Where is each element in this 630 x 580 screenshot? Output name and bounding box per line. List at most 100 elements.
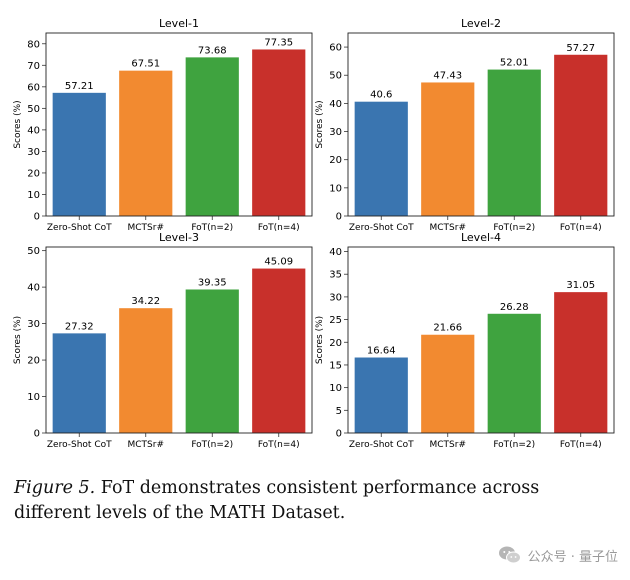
data-label: 39.35 bbox=[198, 277, 227, 288]
data-label: 57.21 bbox=[65, 81, 94, 92]
y-tick-label: 40 bbox=[329, 99, 342, 110]
y-tick-label: 40 bbox=[27, 125, 40, 136]
bar bbox=[119, 70, 173, 216]
chart-panel-2: Level-2 Scores (%) 0 10 20 30 40 50 60 40.6 Zero-S… bbox=[315, 17, 615, 233]
y-tick-label: 50 bbox=[27, 246, 40, 257]
x-tick-label: FoT(n=2) bbox=[191, 223, 233, 233]
chart-title: Level-3 bbox=[159, 231, 199, 244]
plot-frame bbox=[347, 246, 615, 434]
y-tick-label: 60 bbox=[329, 43, 342, 54]
y-tick-label: 30 bbox=[329, 292, 342, 303]
plot-frame bbox=[45, 32, 313, 217]
bar bbox=[252, 49, 306, 216]
caption-label: Figure 5. bbox=[14, 478, 96, 498]
data-label: 45.09 bbox=[264, 257, 293, 268]
chart-panel-1: Level-1 Scores (%) 0 10 20 30 40 50 60 70 80 57.21 Z… bbox=[13, 17, 313, 233]
x-tick-label: FoT(n=2) bbox=[191, 440, 233, 450]
bar bbox=[252, 268, 306, 433]
bar bbox=[487, 313, 541, 433]
wechat-icon bbox=[498, 546, 521, 564]
figure-caption: Figure 5. FoT demonstrates consistent pe… bbox=[14, 476, 618, 526]
x-tick-label: MCTSr# bbox=[127, 440, 164, 450]
y-tick-label: 30 bbox=[329, 127, 342, 138]
chart-panel-3: Level-3 Scores (%) 0 10 20 30 40 50 27.32 Zero-Sh… bbox=[13, 231, 313, 450]
data-label: 31.05 bbox=[566, 280, 595, 291]
y-tick-label: 20 bbox=[27, 168, 40, 179]
plot-frame bbox=[347, 32, 615, 217]
y-tick-label: 70 bbox=[27, 61, 40, 72]
y-axis-label: Scores (%) bbox=[315, 100, 325, 148]
data-label: 21.66 bbox=[433, 323, 462, 334]
y-tick-label: 35 bbox=[329, 270, 342, 281]
y-tick-label: 30 bbox=[27, 319, 40, 330]
bar bbox=[52, 92, 106, 216]
x-tick-label: Zero-Shot CoT bbox=[47, 440, 112, 450]
y-tick-label: 0 bbox=[34, 212, 40, 223]
data-label: 77.35 bbox=[264, 37, 293, 48]
chart-panel-4: Level-4 Scores (%) 0 5 10 15 20 25 30 35 40 16.64 Ze… bbox=[315, 231, 615, 450]
chart-title: Level-4 bbox=[461, 231, 501, 244]
y-tick-label: 40 bbox=[329, 247, 342, 258]
data-label: 16.64 bbox=[367, 346, 396, 357]
x-tick-label: FoT(n=2) bbox=[493, 440, 535, 450]
data-label: 26.28 bbox=[500, 302, 529, 313]
data-label: 67.51 bbox=[131, 59, 160, 70]
x-tick-label: MCTSr# bbox=[429, 440, 466, 450]
bar bbox=[487, 69, 541, 217]
bar bbox=[554, 292, 608, 433]
y-tick-label: 20 bbox=[27, 356, 40, 367]
y-tick-label: 10 bbox=[27, 190, 40, 201]
plot-frame bbox=[45, 246, 313, 434]
y-tick-label: 80 bbox=[27, 39, 40, 50]
watermark-text: 公众号 · 量子位 bbox=[527, 549, 618, 565]
y-tick-label: 25 bbox=[329, 315, 342, 326]
data-label: 73.68 bbox=[198, 45, 227, 56]
y-tick-label: 60 bbox=[27, 82, 40, 93]
data-label: 40.6 bbox=[370, 90, 392, 101]
y-tick-label: 10 bbox=[27, 392, 40, 403]
data-label: 57.27 bbox=[566, 43, 595, 54]
bar bbox=[185, 57, 239, 217]
x-tick-label: Zero-Shot CoT bbox=[349, 223, 414, 233]
data-label: 34.22 bbox=[131, 296, 160, 307]
y-axis-label: Scores (%) bbox=[315, 316, 325, 364]
bar bbox=[554, 54, 608, 216]
x-tick-label: MCTSr# bbox=[429, 223, 466, 233]
y-tick-label: 40 bbox=[27, 283, 40, 294]
chart-title: Level-1 bbox=[159, 17, 199, 30]
data-label: 52.01 bbox=[500, 58, 529, 69]
y-tick-label: 15 bbox=[329, 360, 342, 371]
bar bbox=[52, 333, 106, 433]
x-tick-label: FoT(n=4) bbox=[258, 440, 300, 450]
bar bbox=[421, 82, 475, 216]
x-tick-label: MCTSr# bbox=[127, 223, 164, 233]
bar bbox=[119, 308, 173, 433]
data-label: 27.32 bbox=[65, 321, 94, 332]
y-tick-label: 20 bbox=[329, 155, 342, 166]
bar bbox=[421, 334, 475, 433]
y-axis-label: Scores (%) bbox=[13, 316, 23, 364]
chart-title: Level-2 bbox=[461, 17, 501, 30]
y-tick-label: 20 bbox=[329, 338, 342, 349]
x-tick-label: Zero-Shot CoT bbox=[349, 440, 414, 450]
x-tick-label: FoT(n=4) bbox=[560, 440, 602, 450]
x-tick-label: FoT(n=4) bbox=[560, 223, 602, 233]
y-tick-label: 0 bbox=[34, 429, 40, 440]
x-tick-label: Zero-Shot CoT bbox=[47, 223, 112, 233]
bar bbox=[185, 289, 239, 433]
y-tick-label: 0 bbox=[336, 429, 342, 440]
y-tick-label: 10 bbox=[329, 183, 342, 194]
y-tick-label: 0 bbox=[336, 212, 342, 223]
y-tick-label: 50 bbox=[27, 104, 40, 115]
y-tick-label: 5 bbox=[336, 406, 342, 417]
y-axis-label: Scores (%) bbox=[13, 100, 23, 148]
y-tick-label: 50 bbox=[329, 71, 342, 82]
y-tick-label: 30 bbox=[27, 147, 40, 158]
x-tick-label: FoT(n=4) bbox=[258, 223, 300, 233]
data-label: 47.43 bbox=[433, 70, 462, 81]
caption-text: FoT demonstrates consistent performance … bbox=[14, 478, 540, 523]
x-tick-label: FoT(n=2) bbox=[493, 223, 535, 233]
watermark: 公众号 · 量子位 bbox=[498, 542, 618, 568]
bar bbox=[354, 357, 408, 433]
